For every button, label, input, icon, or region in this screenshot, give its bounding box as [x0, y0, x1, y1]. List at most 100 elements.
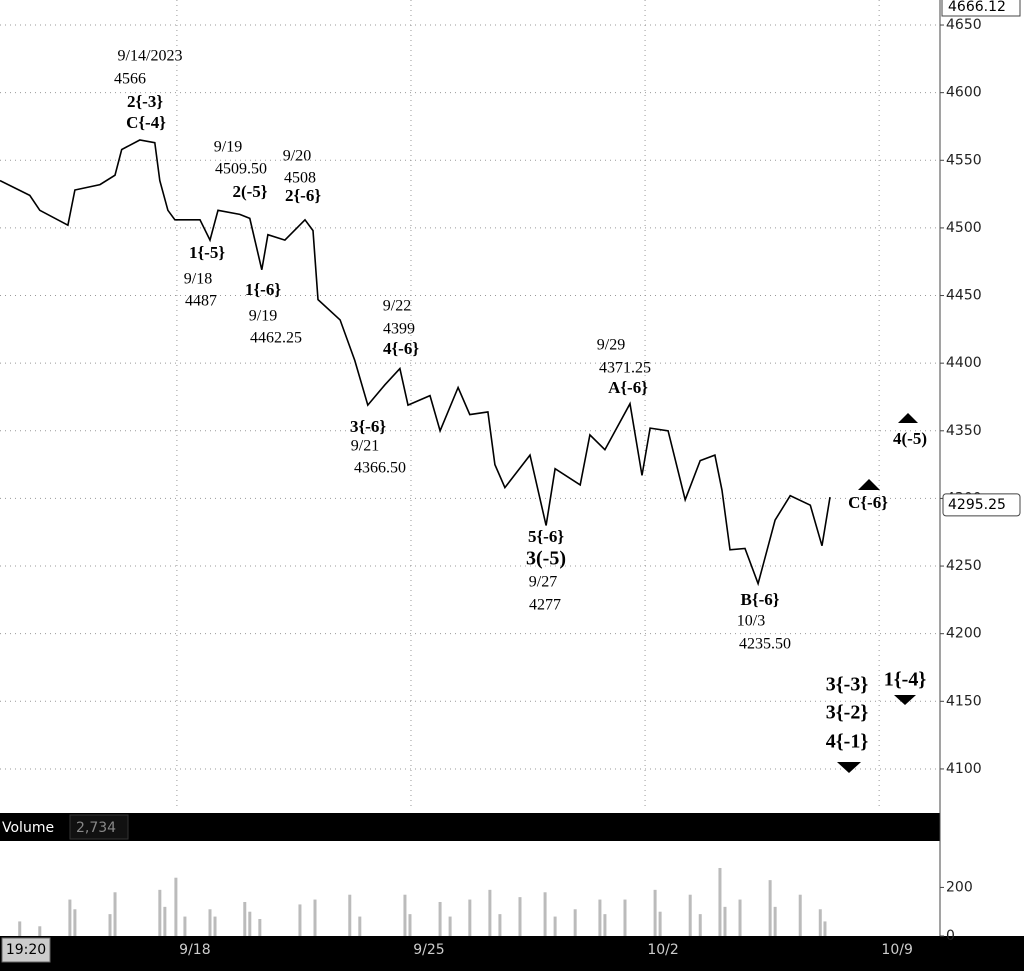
time-label: 19:20 [6, 942, 46, 958]
volume-bar [658, 911, 662, 936]
volume-bar [38, 926, 42, 936]
annotation: 3{-3} [826, 674, 869, 696]
annotation: 4371.25 [599, 360, 651, 377]
annotation: 9/19 [214, 139, 242, 156]
y-tick-label: 4600 [946, 85, 982, 101]
volume-bar [468, 899, 472, 936]
annotation: 4399 [383, 321, 415, 338]
volume-bar [298, 904, 302, 936]
annotation: 4{-1} [826, 731, 869, 753]
y-tick-label: 4650 [946, 17, 982, 33]
y-tick-label: 4200 [946, 626, 982, 642]
volume-last: 2,734 [76, 820, 116, 836]
y-tick-label: 4350 [946, 423, 982, 439]
annotation: 9/22 [383, 298, 411, 315]
volume-bar [113, 892, 117, 936]
annotation: 9/29 [597, 337, 625, 354]
annotation: A{-6} [608, 378, 648, 397]
annotation: 2{-3} [127, 92, 163, 111]
last-price: 4295.25 [948, 497, 1006, 513]
triangle-up [858, 479, 880, 490]
x-tick-label: 9/18 [179, 942, 210, 958]
volume-bar [158, 889, 162, 936]
volume-bar [213, 916, 217, 936]
annotation: 1{-4} [884, 669, 927, 691]
volume-title: Volume [2, 820, 54, 836]
price-tag [941, 0, 1021, 17]
annotation: 1{-5} [189, 243, 225, 262]
annotation: C{-6} [848, 493, 888, 512]
volume-bar [723, 906, 727, 936]
x-tick-label: 9/25 [413, 942, 444, 958]
volume-bar [258, 918, 262, 936]
annotation: 4(-5) [893, 429, 927, 448]
top-price: 4666.12 [948, 0, 1006, 15]
x-tick-label: 10/9 [881, 942, 912, 958]
annotation: 4509.50 [215, 161, 267, 178]
volume-value-box [69, 814, 129, 840]
time-box [1, 937, 51, 963]
volume-bar [108, 914, 112, 936]
annotation: 9/14/2023 [118, 48, 183, 65]
volume-bar [488, 889, 492, 936]
volume-bar [358, 916, 362, 936]
volume-bar [698, 914, 702, 936]
volume-bar [403, 894, 407, 936]
volume-bar [68, 899, 72, 936]
volume-bar [243, 901, 247, 936]
volume-bar [18, 921, 22, 936]
triangle-down [837, 762, 861, 773]
annotation: 9/19 [249, 308, 277, 325]
volume-bar [773, 906, 777, 936]
annotation: 10/3 [737, 613, 765, 630]
time-axis [0, 936, 1024, 971]
triangle-down [894, 695, 916, 705]
volume-bar [768, 880, 772, 936]
x-tick-label: 10/2 [647, 942, 678, 958]
annotation: 4566 [114, 71, 146, 88]
annotation: C{-4} [126, 113, 166, 132]
price-line [0, 139, 831, 587]
volume-bar [448, 916, 452, 936]
annotation: 5{-6} [528, 527, 564, 546]
annotation: 4277 [529, 597, 561, 614]
annotation: 9/18 [184, 271, 212, 288]
volume-bar [818, 909, 822, 936]
volume-bar [623, 899, 627, 936]
annotation: 9/27 [529, 574, 557, 591]
annotation: B{-6} [741, 590, 780, 609]
volume-bar [543, 892, 547, 936]
annotation: 4462.25 [250, 330, 302, 347]
volume-bar [573, 909, 577, 936]
markers [837, 413, 918, 773]
annotation: 3(-5) [526, 548, 566, 570]
y-tick-label: 4450 [946, 288, 982, 304]
annotation: 2(-5} [232, 182, 267, 201]
volume-bar [603, 914, 607, 936]
volume-bar [313, 899, 317, 936]
volume-bar [688, 894, 692, 936]
price-tag [942, 493, 1021, 517]
annotation: 3{-6} [350, 417, 386, 436]
volume-bar [174, 877, 178, 936]
y-tick-label: 4500 [946, 220, 982, 236]
volume-bar [598, 899, 602, 936]
volume-bar [248, 911, 252, 936]
volume-bar [798, 894, 802, 936]
annotation: 9/21 [351, 438, 379, 455]
annotation: 2{-6} [285, 186, 321, 205]
annotation: 9/20 [283, 148, 311, 165]
annotation: 4{-6} [383, 339, 419, 358]
volume-tick-label: 0 [946, 928, 955, 944]
volume-bar [408, 914, 412, 936]
volume-bar [163, 906, 167, 936]
volume-bar [653, 889, 657, 936]
volume-tick-label: 200 [946, 879, 973, 895]
volume-bar [208, 909, 212, 936]
volume-bar [738, 899, 742, 936]
y-tick-label: 4550 [946, 152, 982, 168]
volume-header [0, 813, 940, 841]
volume-bar [498, 914, 502, 936]
y-tick-label: 4400 [946, 355, 982, 371]
volume-bar [348, 894, 352, 936]
